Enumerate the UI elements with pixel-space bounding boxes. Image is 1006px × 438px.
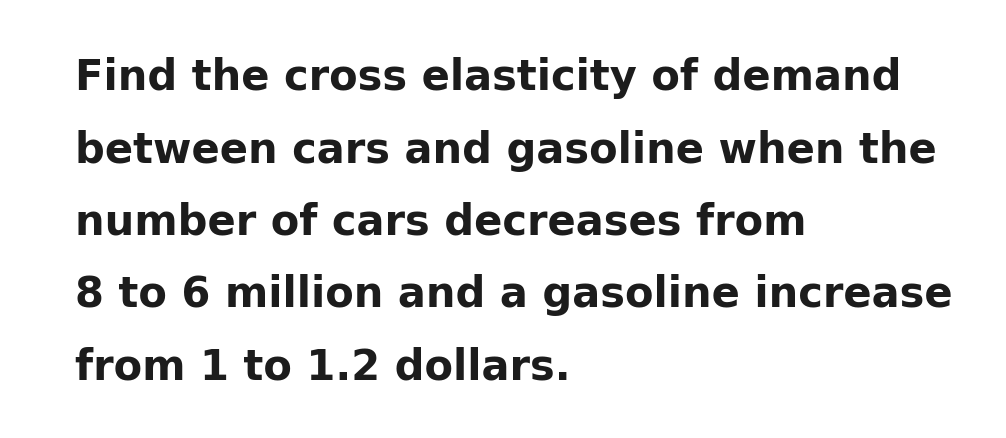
Text: Find the cross elasticity of demand: Find the cross elasticity of demand: [75, 57, 902, 99]
Text: 8 to 6 million and a gasoline increase: 8 to 6 million and a gasoline increase: [75, 274, 953, 316]
Text: between cars and gasoline when the: between cars and gasoline when the: [75, 129, 938, 171]
Text: from 1 to 1.2 dollars.: from 1 to 1.2 dollars.: [75, 346, 571, 388]
Text: number of cars decreases from: number of cars decreases from: [75, 201, 807, 244]
